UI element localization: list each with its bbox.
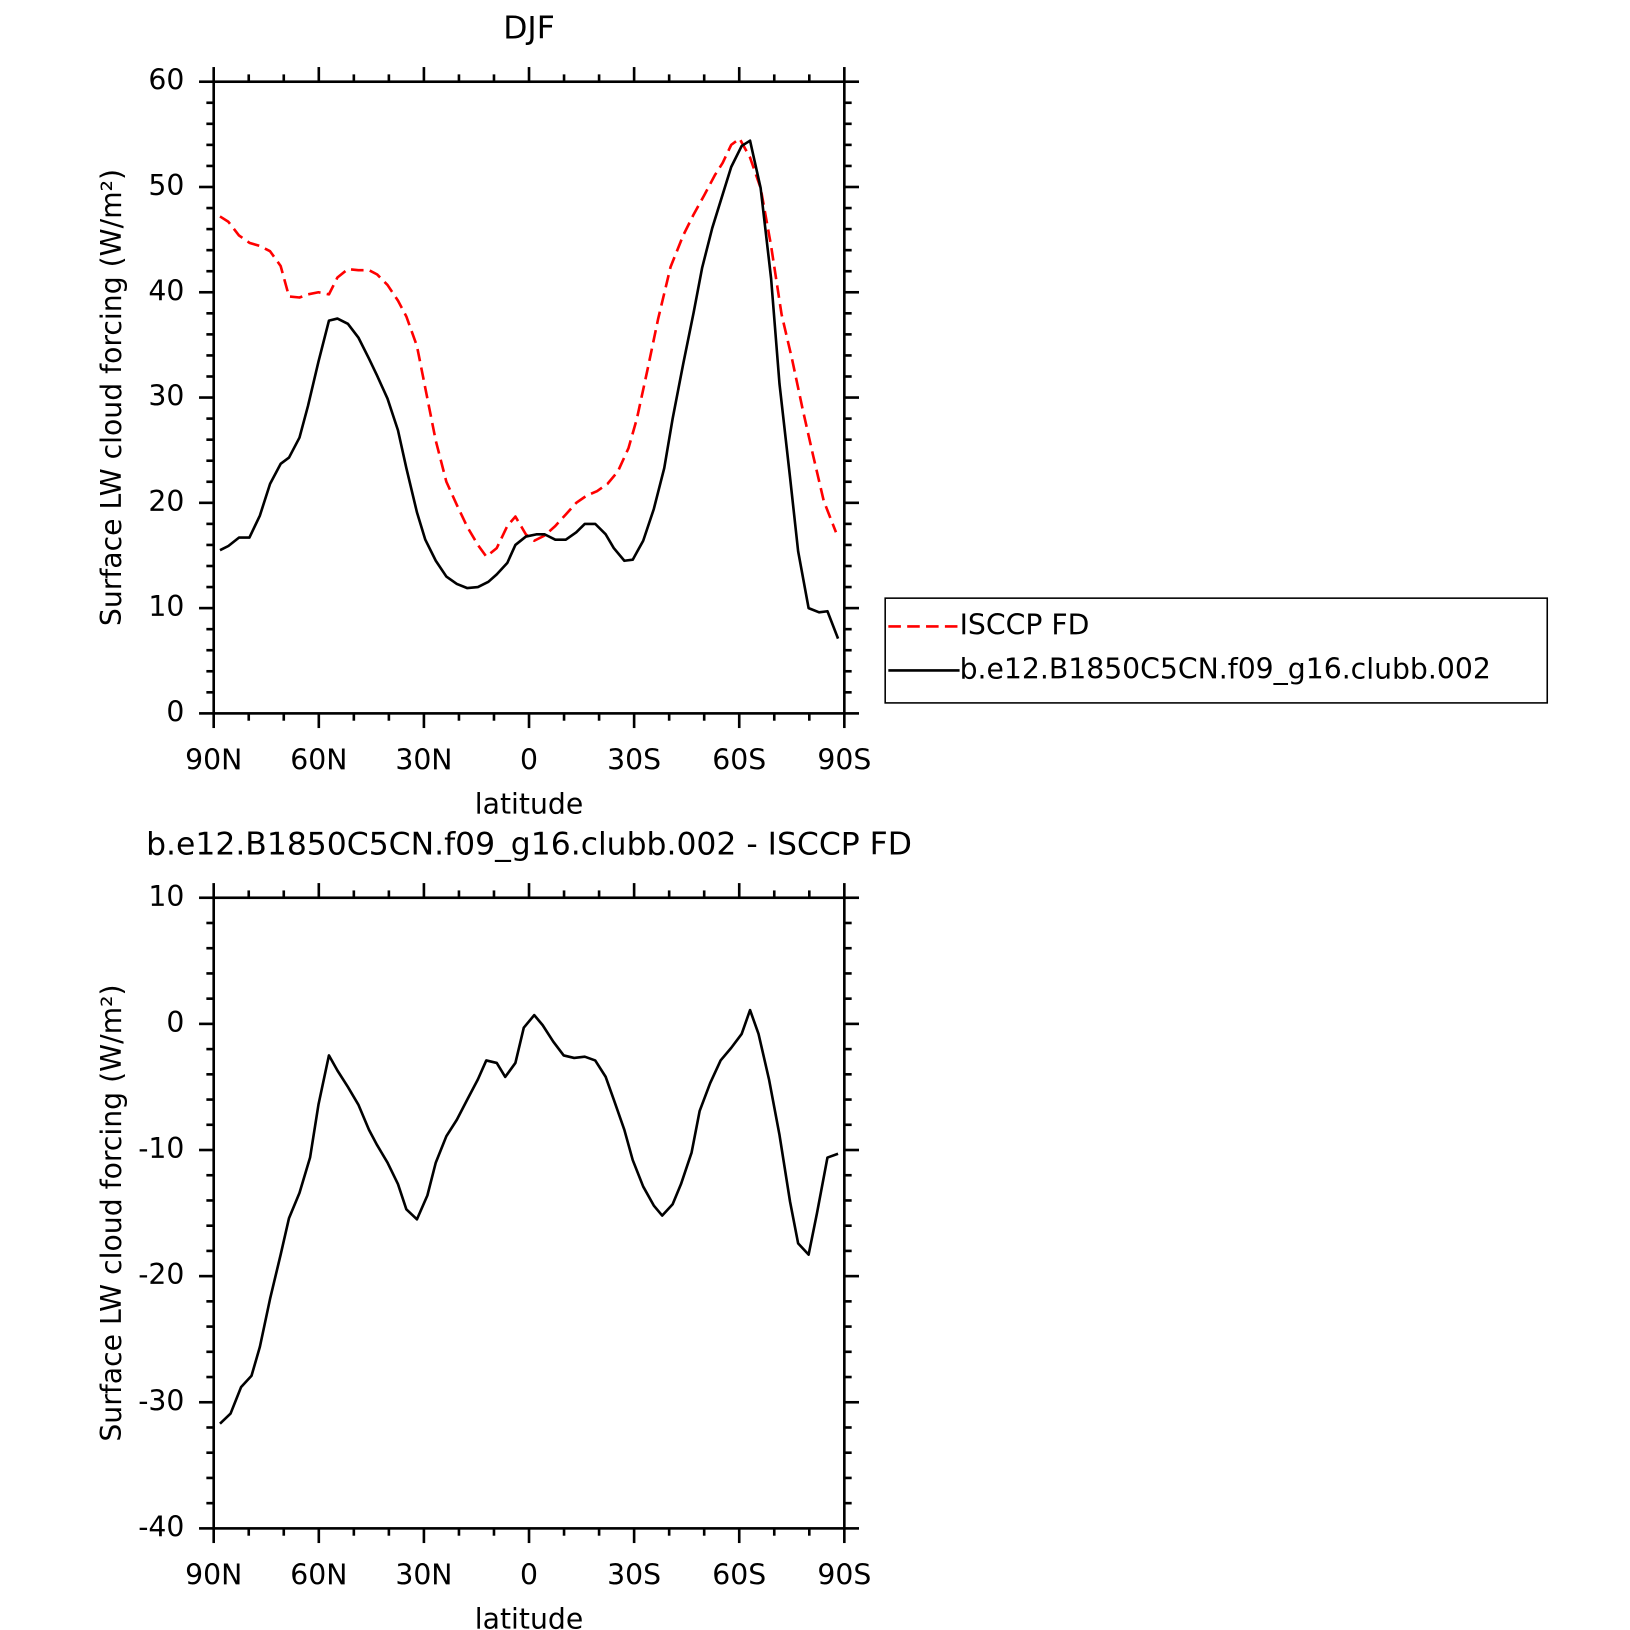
y-axis-label: Surface LW cloud forcing (W/m²) [95,169,128,626]
legend-box [884,597,1549,704]
x-axis-label: latitude [475,788,583,821]
y-tick-label: 0 [166,1006,184,1039]
chart-title: DJF [503,10,555,46]
x-tick-label: 60S [712,744,766,777]
y-tick-label: -10 [138,1132,184,1165]
y-tick-label: 60 [148,64,184,97]
x-axis-label: latitude [475,1603,583,1630]
x-tick-label: 90S [817,1559,871,1592]
y-tick-label: 40 [148,274,184,307]
x-tick-label: 0 [520,744,538,777]
legend-label: ISCCP FD [960,608,1090,641]
x-tick-label: 90N [185,744,242,777]
y-tick-label: 10 [148,590,184,623]
data-line [219,139,840,640]
chart-title: b.e12.B1850C5CN.f09_g16.clubb.002 - ISCC… [146,826,912,862]
x-tick-label: 30N [395,744,452,777]
x-tick-label: 60N [290,1559,347,1592]
y-tick-label: 20 [148,485,184,518]
x-tick-label: 60S [712,1559,766,1592]
y-tick-label: 0 [166,695,184,728]
y-tick-label: 30 [148,380,184,413]
y-tick-label: -20 [138,1258,184,1291]
data-line [219,1008,839,1425]
x-tick-label: 90N [185,1559,242,1592]
y-axis-label: Surface LW cloud forcing (W/m²) [95,984,128,1441]
x-tick-label: 30S [607,744,661,777]
x-tick-label: 60N [290,744,347,777]
y-tick-label: 50 [148,169,184,202]
y-tick-label: -40 [138,1510,184,1543]
x-tick-label: 90S [817,744,871,777]
data-line [219,137,838,558]
x-tick-label: 30N [395,1559,452,1592]
y-tick-label: -30 [138,1384,184,1417]
legend-label: b.e12.B1850C5CN.f09_g16.clubb.002 [960,652,1491,685]
x-tick-label: 30S [607,1559,661,1592]
x-tick-label: 0 [520,1559,538,1592]
plot-frame [212,896,846,1530]
y-tick-label: 10 [148,880,184,913]
plot-frame [212,80,846,715]
